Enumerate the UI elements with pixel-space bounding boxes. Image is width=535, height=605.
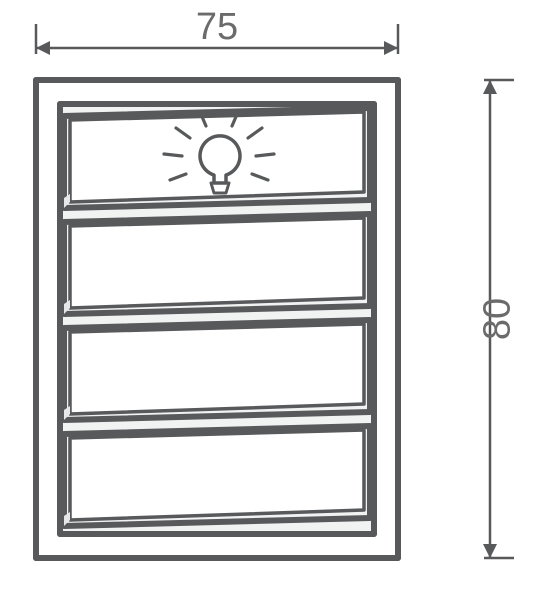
width-dimension-label: 75 — [196, 6, 238, 49]
diagram-canvas: 75 80 — [0, 0, 535, 600]
drawing-svg — [0, 0, 535, 600]
height-dimension-label: 80 — [477, 298, 520, 340]
